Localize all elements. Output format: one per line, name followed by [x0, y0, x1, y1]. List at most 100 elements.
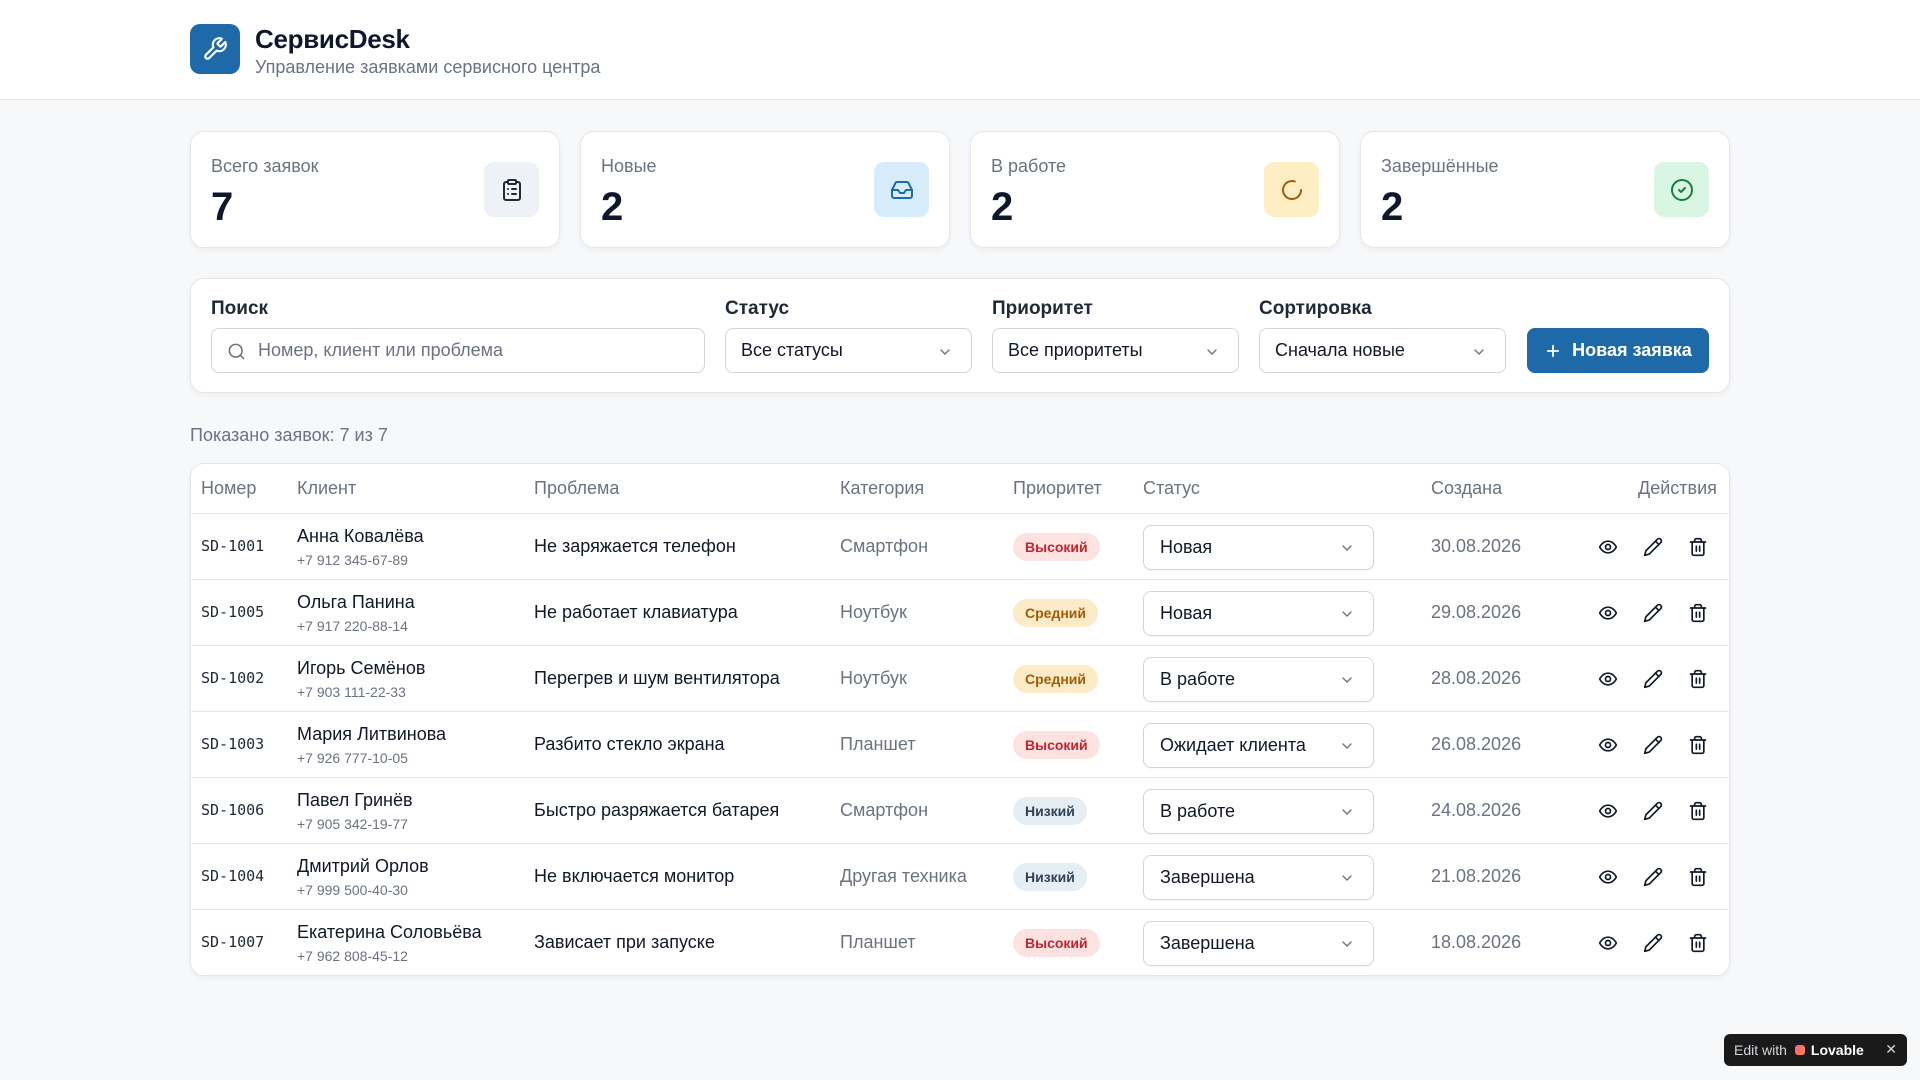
stat-value: 2	[991, 185, 1014, 229]
request-id: SD-1004	[201, 867, 265, 885]
wrench-icon[interactable]	[190, 24, 240, 74]
category: Другая техника	[840, 866, 967, 886]
clipboard-icon	[484, 162, 539, 217]
status-select[interactable]: Новая	[1143, 591, 1374, 636]
priority-badge: Низкий	[1013, 863, 1087, 891]
table-row: SD-1001 Анна Ковалёва +7 912 345-67-89 Н…	[191, 514, 1729, 580]
trash-icon[interactable]	[1685, 600, 1711, 626]
priority-badge: Низкий	[1013, 797, 1087, 825]
table-row: SD-1002 Игорь Семёнов +7 903 111-22-33 П…	[191, 646, 1729, 712]
created-date: 21.08.2026	[1431, 866, 1522, 886]
th-priority: Приоритет	[1013, 478, 1102, 498]
eye-icon[interactable]	[1595, 930, 1621, 956]
created-date: 30.08.2026	[1431, 536, 1522, 556]
pencil-icon[interactable]	[1640, 534, 1666, 560]
pencil-icon[interactable]	[1640, 600, 1666, 626]
request-id: SD-1003	[201, 735, 265, 753]
problem: Не включается монитор	[534, 866, 735, 886]
client-phone: +7 917 220-88-14	[297, 618, 408, 634]
priority-badge: Средний	[1013, 599, 1099, 627]
status-filter-select[interactable]: Все статусы	[725, 328, 972, 373]
status-value: Завершена	[1160, 933, 1255, 953]
chevron-down-icon	[1342, 941, 1352, 947]
status-select[interactable]: Завершена	[1143, 855, 1374, 900]
table-row: SD-1004 Дмитрий Орлов +7 999 500-40-30 Н…	[191, 844, 1729, 910]
eye-icon[interactable]	[1595, 534, 1621, 560]
search-placeholder: Номер, клиент или проблема	[258, 340, 504, 360]
stat-card-in-progress: В работе 2	[970, 131, 1340, 248]
pencil-icon[interactable]	[1640, 864, 1666, 890]
requests-table: Номер Клиент Проблема Категория Приорите…	[190, 463, 1730, 976]
eye-icon[interactable]	[1595, 666, 1621, 692]
priority-filter-label: Приоритет	[992, 298, 1093, 319]
new-request-label: Новая заявка	[1572, 340, 1692, 360]
check-circle-icon	[1654, 162, 1709, 217]
pencil-icon[interactable]	[1640, 732, 1666, 758]
stat-label: Новые	[601, 156, 657, 176]
chevron-down-icon	[1342, 809, 1352, 815]
client-name: Анна Ковалёва	[297, 526, 424, 546]
status-select[interactable]: Новая	[1143, 525, 1374, 570]
created-date: 18.08.2026	[1431, 932, 1522, 952]
stat-label: В работе	[991, 156, 1067, 176]
close-icon[interactable]: ✕	[1885, 1041, 1897, 1057]
trash-icon[interactable]	[1685, 666, 1711, 692]
trash-icon[interactable]	[1685, 930, 1711, 956]
eye-icon[interactable]	[1595, 600, 1621, 626]
chevron-down-icon	[1474, 349, 1484, 355]
status-value: В работе	[1160, 669, 1236, 689]
shown-count: Показано заявок: 7 из 7	[190, 425, 388, 445]
client-phone: +7 903 111-22-33	[297, 684, 406, 700]
category: Планшет	[840, 932, 916, 952]
client-name: Дмитрий Орлов	[297, 856, 429, 876]
badge-text: Edit with	[1734, 1042, 1787, 1058]
loader-icon	[1264, 162, 1319, 217]
status-select[interactable]: В работе	[1143, 789, 1374, 834]
status-filter-value: Все статусы	[741, 340, 843, 360]
status-filter-label: Статус	[725, 298, 790, 319]
th-client: Клиент	[297, 478, 357, 498]
eye-icon[interactable]	[1595, 798, 1621, 824]
status-value: В работе	[1160, 801, 1236, 821]
sort-label: Сортировка	[1259, 298, 1372, 319]
trash-icon[interactable]	[1685, 798, 1711, 824]
priority-badge: Средний	[1013, 665, 1099, 693]
status-select[interactable]: Ожидает клиента	[1143, 723, 1374, 768]
eye-icon[interactable]	[1595, 864, 1621, 890]
pencil-icon[interactable]	[1640, 798, 1666, 824]
chevron-down-icon	[940, 349, 950, 355]
edit-with-lovable-badge[interactable]: Edit with Lovable ✕	[1724, 1034, 1907, 1066]
priority-filter-select[interactable]: Все приоритеты	[992, 328, 1239, 373]
stat-value: 7	[211, 185, 234, 229]
stat-card-total: Всего заявок 7	[190, 131, 560, 248]
status-value: Ожидает клиента	[1160, 735, 1306, 755]
client-phone: +7 962 808-45-12	[297, 948, 408, 964]
new-request-button[interactable]: Новая заявка	[1527, 328, 1709, 373]
status-select[interactable]: В работе	[1143, 657, 1374, 702]
stat-label: Всего заявок	[211, 156, 319, 176]
problem: Не работает клавиатура	[534, 602, 738, 622]
chevron-down-icon	[1342, 545, 1352, 551]
problem: Быстро разряжается батарея	[534, 800, 780, 820]
pencil-icon[interactable]	[1640, 930, 1666, 956]
lovable-logo-icon	[1794, 1045, 1805, 1055]
request-id: SD-1006	[201, 801, 265, 819]
eye-icon[interactable]	[1595, 732, 1621, 758]
table-row: SD-1006 Павел Гринёв +7 905 342-19-77 Бы…	[191, 778, 1729, 844]
trash-icon[interactable]	[1685, 534, 1711, 560]
pencil-icon[interactable]	[1640, 666, 1666, 692]
th-number: Номер	[201, 478, 257, 498]
trash-icon[interactable]	[1685, 864, 1711, 890]
search-input[interactable]: Номер, клиент или проблема	[211, 328, 705, 373]
trash-icon[interactable]	[1685, 732, 1711, 758]
status-select[interactable]: Завершена	[1143, 921, 1374, 966]
stat-label: Завершённые	[1381, 156, 1499, 176]
client-name: Мария Литвинова	[297, 724, 447, 744]
category: Планшет	[840, 734, 916, 754]
sort-select[interactable]: Сначала новые	[1259, 328, 1506, 373]
request-id: SD-1001	[201, 537, 265, 555]
created-date: 24.08.2026	[1431, 800, 1522, 820]
category: Смартфон	[840, 800, 929, 820]
chevron-down-icon	[1207, 349, 1217, 355]
problem: Зависает при запуске	[534, 932, 715, 952]
